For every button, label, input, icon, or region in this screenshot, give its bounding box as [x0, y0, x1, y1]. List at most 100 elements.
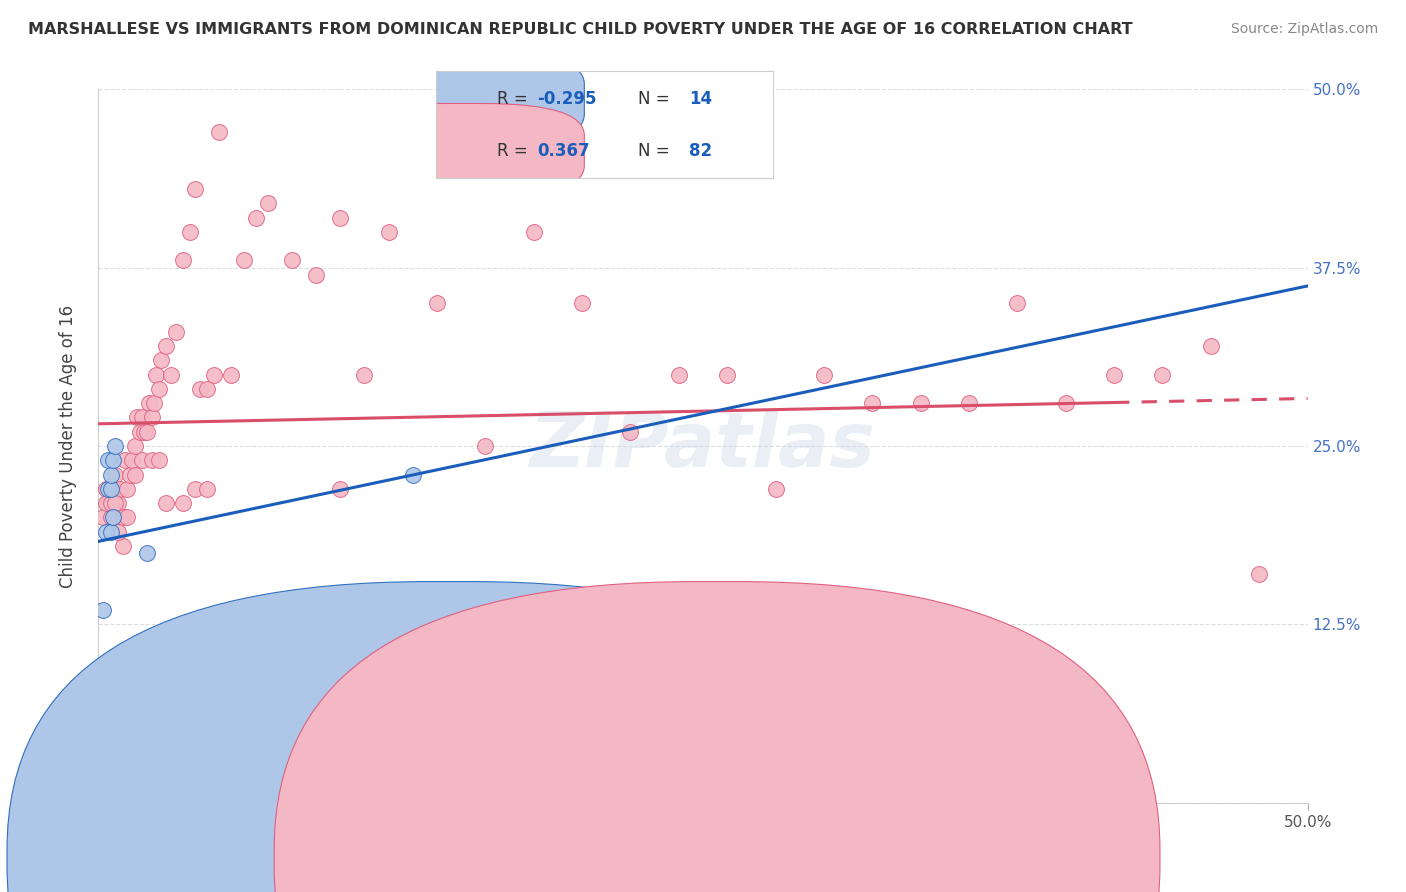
Point [179, 225, 201, 239]
FancyBboxPatch shape [342, 103, 585, 198]
Point [148, 453, 170, 467]
Point [765, 482, 787, 496]
Point [101, 482, 124, 496]
Point [426, 296, 449, 310]
Point [813, 368, 835, 382]
Point [138, 396, 160, 410]
Point [91, 510, 114, 524]
Point [100, 482, 122, 496]
Point [97, 453, 120, 467]
Text: Immigrants from Dominican Republic: Immigrants from Dominican Republic [745, 852, 1031, 866]
Point [353, 368, 375, 382]
Point [131, 453, 153, 467]
Point [1199, 339, 1222, 353]
Point [100, 524, 122, 539]
Point [117, 482, 139, 496]
Point [474, 439, 496, 453]
Point [571, 296, 593, 310]
Point [107, 496, 129, 510]
Point [101, 510, 124, 524]
Point [148, 382, 170, 396]
Point [114, 453, 136, 467]
Point [135, 425, 157, 439]
Point [121, 453, 143, 467]
Point [141, 453, 163, 467]
Text: R =: R = [496, 90, 533, 108]
Point [111, 510, 134, 524]
Point [184, 482, 207, 496]
Point [91, 603, 114, 617]
Point [245, 211, 267, 225]
Text: Source: ZipAtlas.com: Source: ZipAtlas.com [1230, 22, 1378, 37]
Point [160, 368, 183, 382]
Point [281, 253, 304, 268]
Text: 82: 82 [689, 142, 711, 160]
Point [145, 368, 167, 382]
Text: 14: 14 [689, 90, 711, 108]
Point [1054, 396, 1077, 410]
Text: Marshallese: Marshallese [478, 852, 569, 866]
Point [135, 546, 157, 560]
Point [127, 410, 149, 425]
Point [128, 425, 150, 439]
Point [172, 253, 194, 268]
Text: R =: R = [496, 142, 533, 160]
Text: -0.295: -0.295 [537, 90, 596, 108]
Point [204, 368, 226, 382]
Point [813, 639, 835, 653]
Point [188, 382, 211, 396]
Point [232, 253, 254, 268]
Point [934, 653, 956, 667]
Point [165, 325, 187, 339]
Point [305, 268, 328, 282]
Text: MARSHALLESE VS IMMIGRANTS FROM DOMINICAN REPUBLIC CHILD POVERTY UNDER THE AGE OF: MARSHALLESE VS IMMIGRANTS FROM DOMINICAN… [28, 22, 1133, 37]
Point [195, 382, 218, 396]
Point [957, 396, 980, 410]
Point [108, 482, 131, 496]
Text: N =: N = [638, 142, 675, 160]
Point [160, 653, 183, 667]
Point [94, 524, 117, 539]
Point [184, 182, 207, 196]
Point [329, 211, 352, 225]
Point [111, 539, 134, 553]
Point [619, 425, 641, 439]
Point [377, 225, 399, 239]
Point [155, 339, 177, 353]
Point [402, 467, 425, 482]
Point [143, 396, 166, 410]
Point [94, 496, 117, 510]
Text: ZIPatlas: ZIPatlas [530, 409, 876, 483]
Point [195, 482, 218, 496]
Point [131, 410, 153, 425]
Point [910, 396, 932, 410]
Point [118, 467, 141, 482]
Point [523, 225, 546, 239]
Point [104, 467, 127, 482]
Point [150, 353, 173, 368]
Text: 0.367: 0.367 [537, 142, 589, 160]
Point [100, 496, 122, 510]
Point [100, 510, 122, 524]
Point [117, 510, 139, 524]
Point [90, 767, 112, 781]
Point [124, 439, 146, 453]
Point [94, 482, 117, 496]
Point [104, 496, 127, 510]
Point [450, 639, 472, 653]
Point [100, 467, 122, 482]
Point [124, 467, 146, 482]
Point [1102, 368, 1125, 382]
Point [329, 482, 352, 496]
Point [1152, 368, 1174, 382]
Y-axis label: Child Poverty Under the Age of 16: Child Poverty Under the Age of 16 [59, 304, 77, 588]
Point [107, 524, 129, 539]
Point [668, 368, 690, 382]
Point [208, 125, 231, 139]
Point [860, 396, 883, 410]
Point [172, 496, 194, 510]
Point [221, 368, 243, 382]
Point [101, 453, 124, 467]
Point [104, 439, 127, 453]
Point [716, 368, 738, 382]
